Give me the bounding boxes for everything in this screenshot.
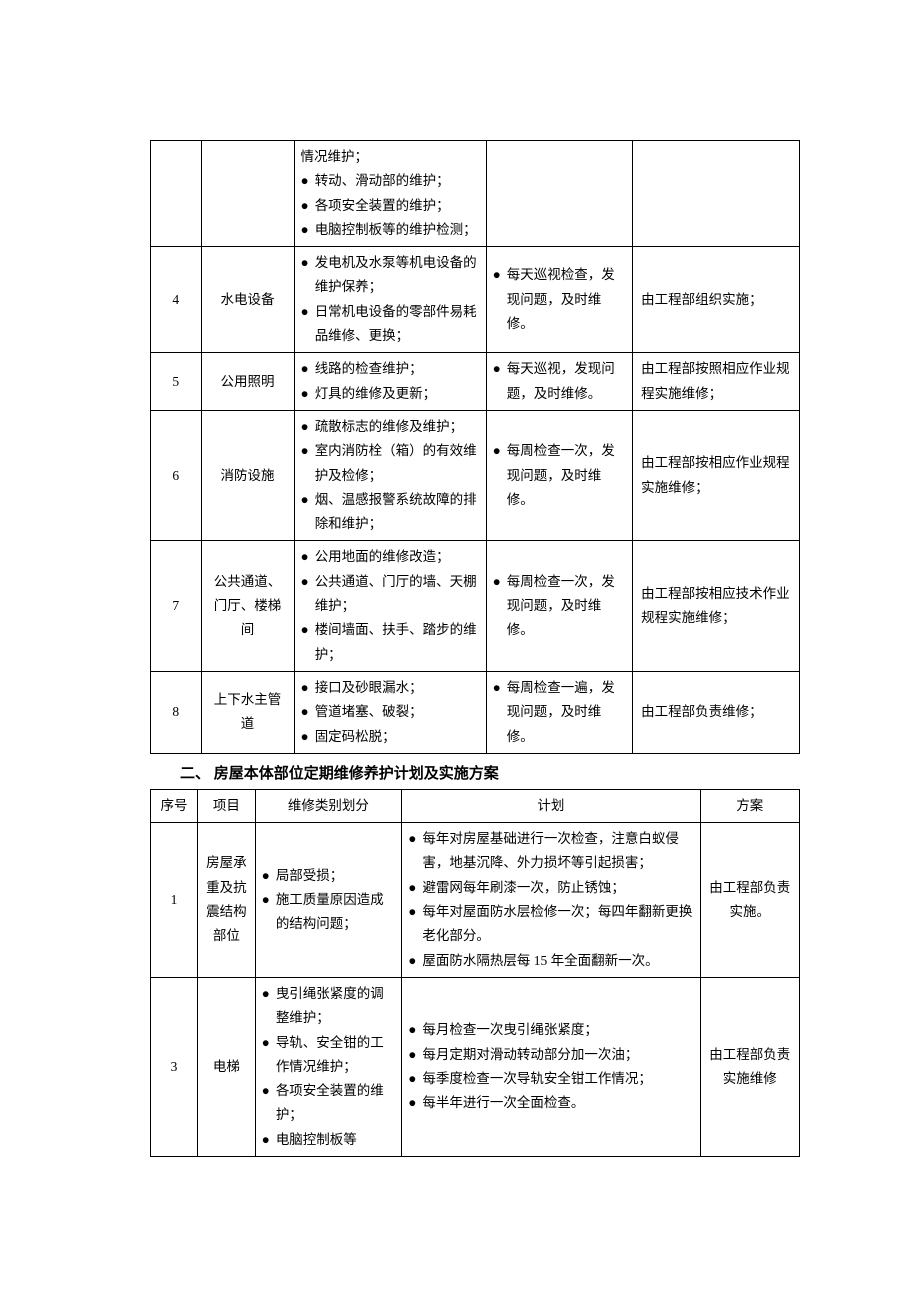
plan-cell: ●每周检查一遍，发现问题，及时维修。 — [486, 671, 633, 753]
item-name: 房屋承重及抗震结构部位 — [198, 823, 256, 978]
item-name: 上下水主管道 — [201, 671, 294, 753]
column-header: 项目 — [198, 789, 256, 822]
item-name: 公共通道、门厅、楼梯间 — [201, 541, 294, 671]
item-name: 消防设施 — [201, 410, 294, 540]
row-number: 3 — [151, 977, 198, 1156]
item-name: 公用照明 — [201, 353, 294, 411]
plan-cell: ●每天巡视检查，发现问题，及时维修。 — [486, 247, 633, 353]
column-header: 维修类别划分 — [255, 789, 402, 822]
maintenance-category: ●疏散标志的维修及维护；●室内消防栓（箱）的有效维护及检修；●烟、温感报警系统故… — [294, 410, 486, 540]
scheme-cell: 由工程部负责实施。 — [700, 823, 799, 978]
column-header: 方案 — [700, 789, 799, 822]
maintenance-category: ●公用地面的维修改造；●公共通道、门厅的墙、天棚维护；●楼间墙面、扶手、踏步的维… — [294, 541, 486, 671]
plan-cell — [486, 141, 633, 247]
row-number: 1 — [151, 823, 198, 978]
maintenance-category: ●曳引绳张紧度的调整维护；●导轨、安全钳的工作情况维护；●各项安全装置的维护；●… — [255, 977, 402, 1156]
scheme-cell: 由工程部负责实施维修 — [700, 977, 799, 1156]
scheme-cell: 由工程部按照相应作业规程实施维修； — [633, 353, 800, 411]
maintenance-category: 情况维护；●转动、滑动部的维护；●各项安全装置的维护；●电脑控制板等的维护检测； — [294, 141, 486, 247]
item-name: 水电设备 — [201, 247, 294, 353]
scheme-cell: 由工程部负责维修； — [633, 671, 800, 753]
plan-cell: ●每天巡视，发现问题，及时维修。 — [486, 353, 633, 411]
maintenance-table-2: 序号项目维修类别划分计划方案 1房屋承重及抗震结构部位●局部受损；●施工质量原因造… — [150, 789, 800, 1157]
item-name: 电梯 — [198, 977, 256, 1156]
column-header: 计划 — [402, 789, 700, 822]
row-number: 4 — [151, 247, 202, 353]
section-heading-2: 二、 房屋本体部位定期维修养护计划及实施方案 — [150, 754, 800, 789]
column-header: 序号 — [151, 789, 198, 822]
scheme-cell: 由工程部组织实施； — [633, 247, 800, 353]
row-number: 7 — [151, 541, 202, 671]
maintenance-category: ●发电机及水泵等机电设备的维护保养；●日常机电设备的零部件易耗品维修、更换； — [294, 247, 486, 353]
maintenance-table-1: 情况维护；●转动、滑动部的维护；●各项安全装置的维护；●电脑控制板等的维护检测；… — [150, 140, 800, 754]
maintenance-category: ●局部受损；●施工质量原因造成的结构问题； — [255, 823, 402, 978]
maintenance-category: ●接口及砂眼漏水；●管道堵塞、破裂；●固定码松脱； — [294, 671, 486, 753]
row-number: 5 — [151, 353, 202, 411]
item-name — [201, 141, 294, 247]
plan-cell: ●每年对房屋基础进行一次检查，注意白蚁侵害，地基沉降、外力损坏等引起损害；●避雷… — [402, 823, 700, 978]
plan-cell: ●每周检查一次，发现问题，及时维修。 — [486, 410, 633, 540]
row-number: 8 — [151, 671, 202, 753]
row-number: 6 — [151, 410, 202, 540]
maintenance-category: ●线路的检查维护；●灯具的维修及更新； — [294, 353, 486, 411]
scheme-cell — [633, 141, 800, 247]
scheme-cell: 由工程部按相应技术作业规程实施维修； — [633, 541, 800, 671]
row-number — [151, 141, 202, 247]
plan-cell: ●每周检查一次，发现问题，及时维修。 — [486, 541, 633, 671]
scheme-cell: 由工程部按相应作业规程实施维修； — [633, 410, 800, 540]
plan-cell: ●每月检查一次曳引绳张紧度；●每月定期对滑动转动部分加一次油；●每季度检查一次导… — [402, 977, 700, 1156]
